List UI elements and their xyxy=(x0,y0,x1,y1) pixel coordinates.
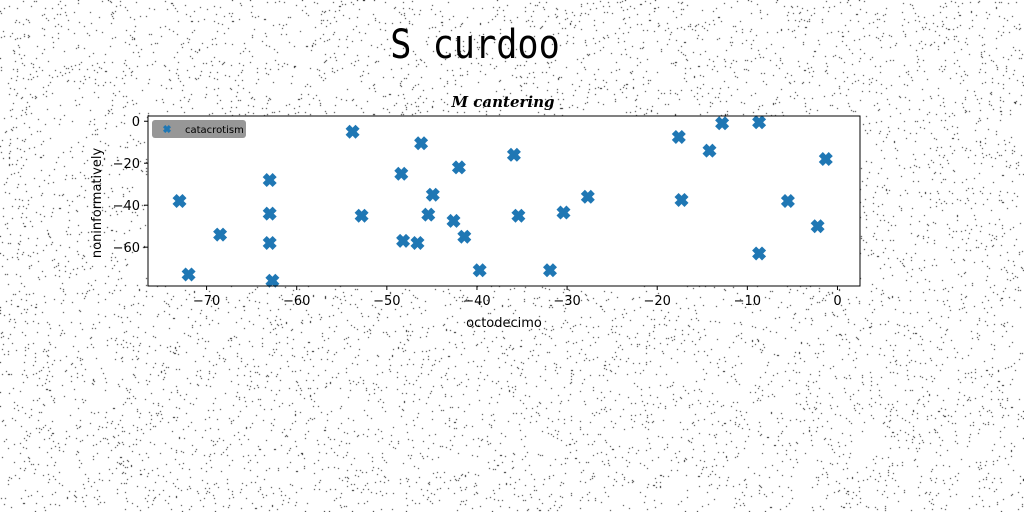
legend-box xyxy=(152,120,246,138)
data-point xyxy=(451,160,466,175)
x-tick-label: −20 xyxy=(643,294,670,309)
data-point xyxy=(394,166,409,181)
data-point xyxy=(671,130,686,144)
data-point xyxy=(715,116,730,131)
data-point xyxy=(354,208,369,223)
x-tick-label: 0 xyxy=(833,294,841,309)
data-point xyxy=(262,173,277,187)
x-tick-label: −30 xyxy=(553,294,580,309)
data-point xyxy=(506,147,521,162)
x-tick-label: −50 xyxy=(373,294,400,309)
y-tick-label: −60 xyxy=(113,241,140,256)
data-point xyxy=(702,143,717,158)
plot-frame xyxy=(147,115,861,287)
y-axis: 0 −20 −40 −60 xyxy=(113,115,148,256)
data-point xyxy=(262,206,277,221)
x-tick-label: −60 xyxy=(283,294,310,309)
data-point xyxy=(818,152,833,166)
legend: catacrotism xyxy=(152,120,246,138)
x-axis: −70 −60 −50 −40 −30 −20 −10 0 xyxy=(193,286,842,309)
x-axis-label: octodecimo xyxy=(466,316,542,331)
y-tick-label: −40 xyxy=(113,199,140,214)
data-point xyxy=(446,213,461,228)
data-point xyxy=(172,194,187,208)
figure-suptitle: S curdoo xyxy=(390,22,560,68)
data-point xyxy=(752,115,767,130)
y-axis-label: noninformatively xyxy=(90,148,105,259)
data-point xyxy=(213,227,228,242)
x-tick-label: −70 xyxy=(193,294,220,309)
data-point xyxy=(674,193,689,207)
x-tick-label: −40 xyxy=(463,294,490,309)
data-point xyxy=(425,187,440,202)
data-point xyxy=(752,246,767,261)
data-point xyxy=(472,263,487,278)
data-point xyxy=(556,205,571,220)
data-point xyxy=(580,189,595,204)
x-tick-label: −10 xyxy=(734,294,761,309)
data-point xyxy=(181,267,196,282)
data-point xyxy=(265,273,280,288)
data-point xyxy=(810,219,825,234)
data-point xyxy=(414,136,429,151)
legend-marker-symbol xyxy=(163,125,171,133)
data-point xyxy=(511,208,526,223)
data-point xyxy=(262,236,277,250)
data-point xyxy=(345,124,360,139)
y-tick-label: −20 xyxy=(113,157,140,172)
y-tick-label: 0 xyxy=(132,115,140,130)
legend-marker xyxy=(163,125,171,133)
chart-title: M cantering xyxy=(450,93,554,111)
data-point xyxy=(457,229,472,244)
data-point xyxy=(780,194,795,208)
data-point xyxy=(421,207,436,222)
data-point xyxy=(396,233,411,248)
data-point xyxy=(543,263,557,278)
data-points xyxy=(172,115,833,288)
legend-label: catacrotism xyxy=(185,125,244,136)
data-point xyxy=(410,236,425,250)
